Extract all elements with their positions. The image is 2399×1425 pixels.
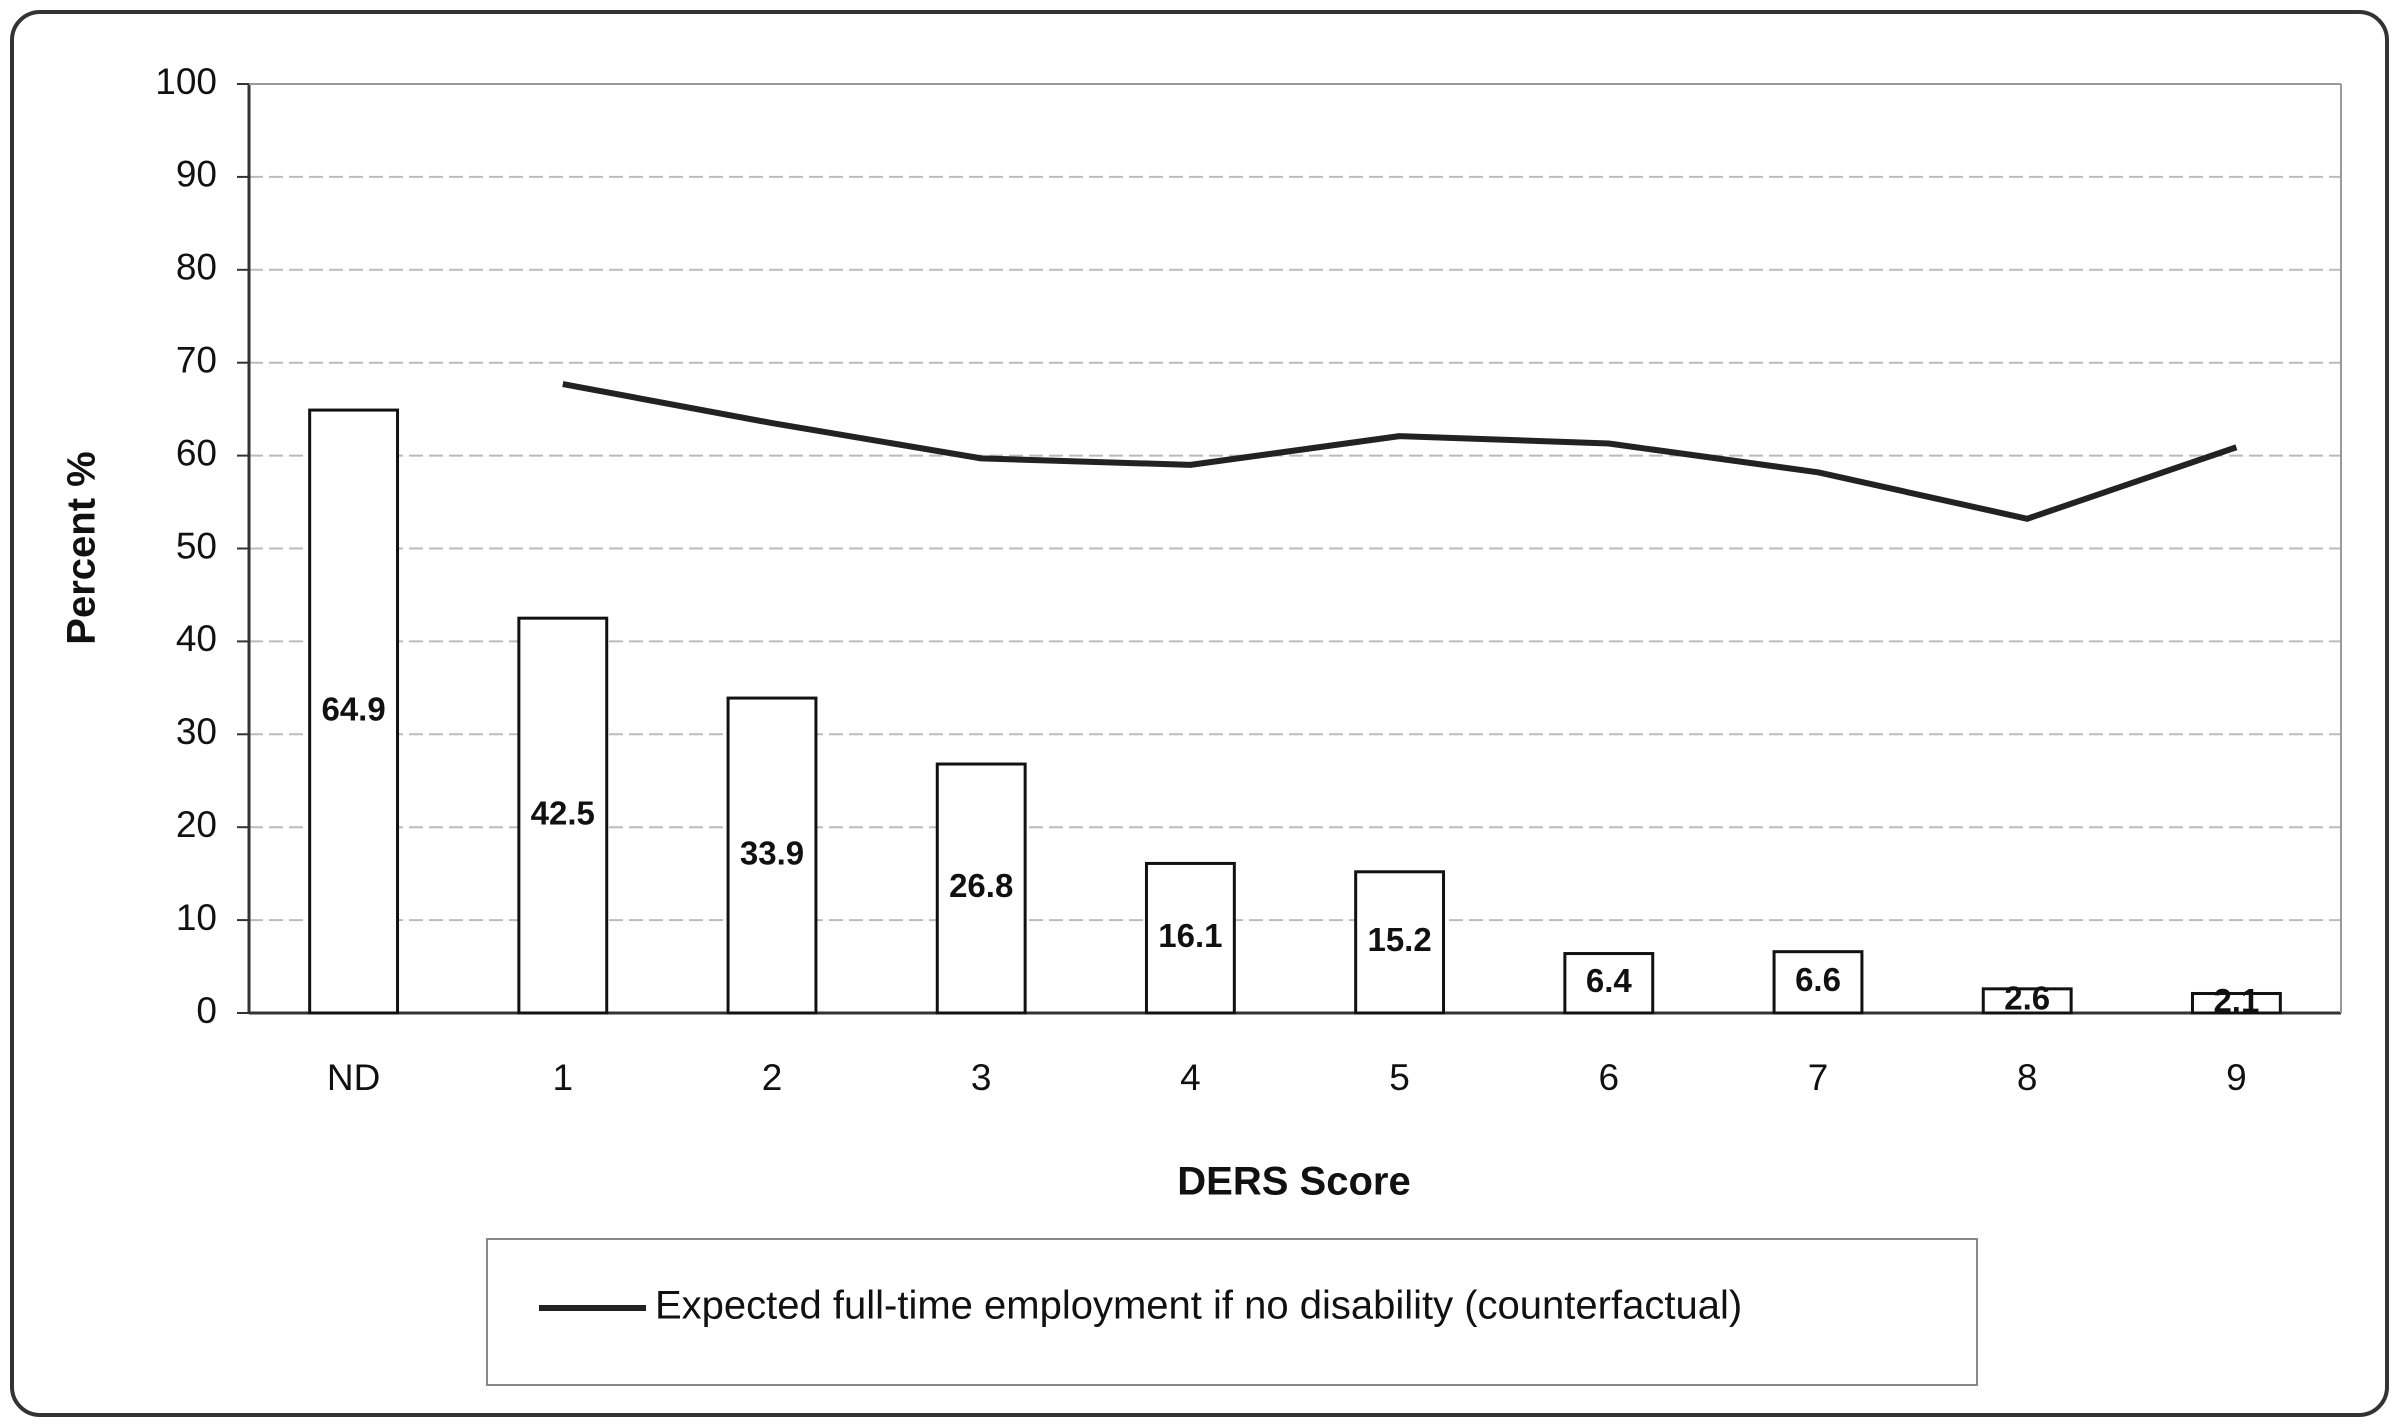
bar	[935, 762, 1027, 1015]
y-tick-label: 20	[176, 804, 217, 845]
y-tick-label: 70	[176, 339, 217, 380]
bar	[726, 696, 818, 1015]
bar	[1772, 950, 1864, 1015]
data-label: 15.2	[1367, 921, 1431, 958]
x-tick-label: 9	[2226, 1057, 2247, 1098]
x-tick-label: 4	[1180, 1057, 1201, 1098]
bar	[308, 408, 400, 1015]
legend-label: Expected full-time employment if no disa…	[655, 1284, 1742, 1328]
legend-box	[486, 1238, 1978, 1386]
x-tick-label: 1	[553, 1057, 574, 1098]
y-axis-title: Percent %	[60, 451, 104, 644]
y-tick-label: 0	[196, 990, 217, 1031]
bar	[1144, 861, 1236, 1015]
x-tick-label: 8	[2017, 1057, 2038, 1098]
bar	[517, 616, 609, 1015]
y-tick-label: 10	[176, 897, 217, 938]
x-tick-label: 2	[762, 1057, 783, 1098]
data-label: 16.1	[1158, 917, 1222, 954]
bar	[1354, 870, 1446, 1015]
bar	[1981, 987, 2073, 1015]
line-series	[562, 381, 2238, 522]
x-tick-label: 5	[1389, 1057, 1410, 1098]
x-tick-label: ND	[327, 1057, 380, 1098]
y-tick-label: 40	[176, 618, 217, 659]
x-tick-label: 7	[1808, 1057, 1829, 1098]
bar	[1563, 952, 1655, 1015]
data-label: 6.6	[1795, 961, 1841, 998]
data-label: 2.1	[2213, 982, 2259, 1019]
y-tick-label: 50	[176, 525, 217, 566]
y-tick-label: 30	[176, 711, 217, 752]
x-tick-label: 6	[1599, 1057, 1620, 1098]
bar	[2190, 991, 2282, 1015]
x-tick-label: 3	[971, 1057, 992, 1098]
data-label: 2.6	[2004, 980, 2050, 1017]
data-label: 64.9	[321, 690, 385, 727]
y-tick-label: 100	[155, 61, 217, 102]
y-tick-label: 90	[176, 154, 217, 195]
y-tick-label: 80	[176, 247, 217, 288]
y-tick-label: 60	[176, 432, 217, 473]
data-label: 33.9	[740, 834, 804, 871]
data-label: 26.8	[949, 867, 1013, 904]
x-axis-title: DERS Score	[1177, 1160, 1410, 1204]
data-label: 42.5	[531, 794, 595, 831]
data-label: 6.4	[1586, 962, 1633, 999]
